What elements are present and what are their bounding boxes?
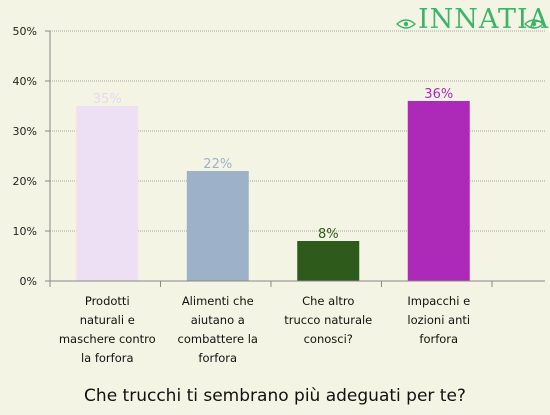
data-label: 22% bbox=[203, 157, 232, 172]
bars bbox=[76, 101, 470, 281]
bar bbox=[76, 106, 139, 281]
data-label: 36% bbox=[424, 87, 453, 102]
category-label-line: lozioni anti bbox=[407, 313, 471, 327]
category-label-line: Impacchi e bbox=[407, 294, 471, 308]
bar bbox=[297, 241, 360, 281]
bar bbox=[407, 101, 470, 281]
data-label: 8% bbox=[318, 227, 339, 242]
category-label-line: Che altro bbox=[302, 294, 355, 308]
category-label-line: naturali e bbox=[79, 313, 135, 327]
category-label-line: forfora bbox=[419, 332, 459, 346]
category-label-line: trucco naturale bbox=[284, 313, 373, 327]
y-tick-label: 20% bbox=[13, 175, 37, 188]
innatia-logo: INNATIA bbox=[396, 4, 548, 38]
y-tick-label: 10% bbox=[13, 225, 37, 238]
leaf-left-icon bbox=[396, 19, 416, 29]
category-label: Alimenti che aiutano a combattere la forfor… bbox=[163, 292, 273, 368]
category-label-line: maschere contro bbox=[58, 332, 156, 346]
logo-text: INNATIA bbox=[418, 4, 550, 35]
category-label-line: Alimenti che bbox=[181, 294, 254, 308]
data-labels: 35% 22% 8% 36% bbox=[93, 87, 453, 242]
y-axis-ticks: 0% 10% 20% 30% 40% 50% bbox=[13, 25, 50, 288]
y-tick-label: 30% bbox=[13, 125, 37, 138]
category-label-line: conosci? bbox=[303, 332, 353, 346]
leaf-right-icon bbox=[524, 19, 544, 29]
data-label: 35% bbox=[93, 92, 122, 107]
category-label: Prodotti naturali e maschere contro la forf… bbox=[52, 292, 162, 368]
y-tick-label: 50% bbox=[13, 25, 37, 38]
category-label: Impacchi e lozioni anti forfora bbox=[384, 292, 494, 349]
category-label: Che altro trucco naturale conosci? bbox=[273, 292, 383, 349]
category-label-line: aiutano a bbox=[190, 313, 245, 327]
category-label-line: forfora bbox=[198, 351, 238, 365]
category-label-line: la forfora bbox=[80, 351, 134, 365]
category-label-line: Prodotti bbox=[84, 294, 130, 308]
chart-title: Che trucchi ti sembrano più adeguati per… bbox=[84, 386, 466, 406]
y-tick-label: 0% bbox=[20, 275, 37, 288]
bar bbox=[186, 171, 249, 281]
y-tick-label: 40% bbox=[13, 75, 37, 88]
axes bbox=[49, 31, 545, 287]
category-label-line: combattere la bbox=[177, 332, 258, 346]
